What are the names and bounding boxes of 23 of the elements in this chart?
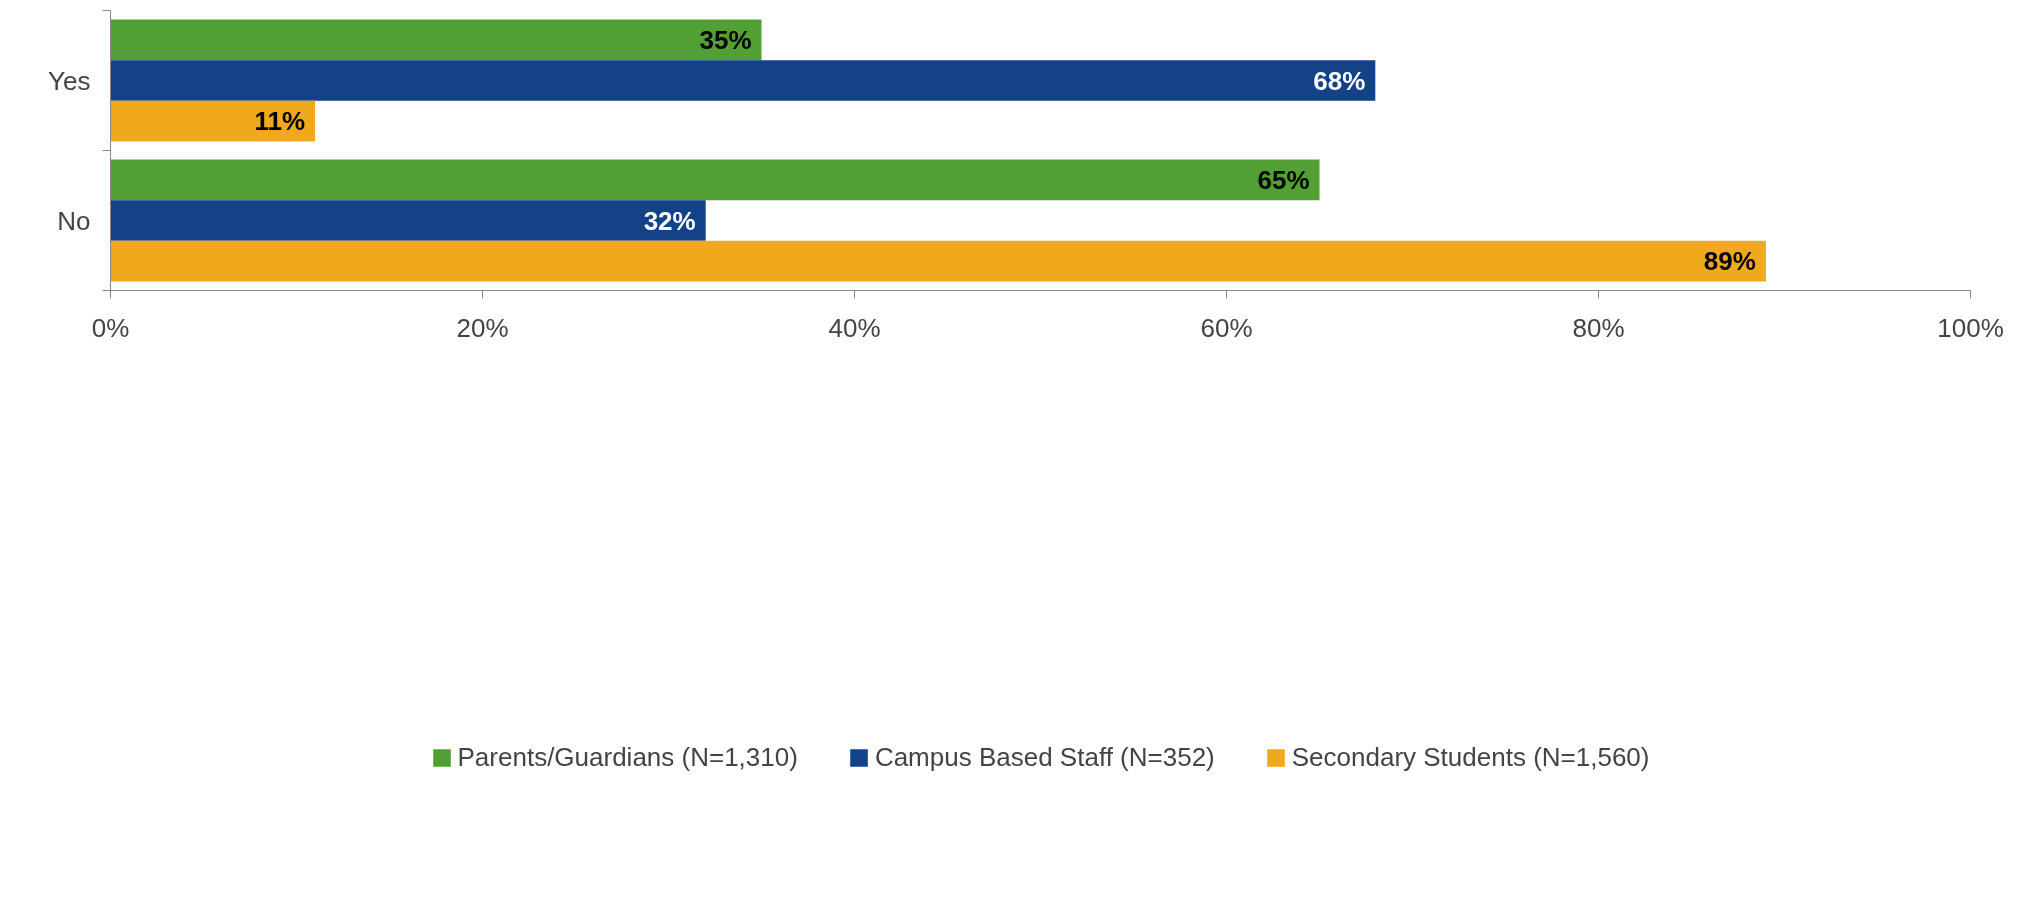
y-tick-label: No: [57, 205, 91, 236]
x-tick-label: 0%: [91, 312, 130, 343]
data-label: 89%: [1703, 246, 1756, 277]
y-tick-label: Yes: [48, 65, 91, 96]
legend-label: Secondary Students (N=1,560): [1291, 741, 1650, 773]
bar: [110, 200, 706, 241]
x-tick-label: 100%: [1937, 312, 2004, 343]
bar: [110, 100, 316, 142]
legend-label: Campus Based Staff (N=352): [874, 741, 1215, 773]
bar: [110, 19, 762, 61]
bar: [110, 159, 1320, 201]
data-label: 68%: [1313, 65, 1366, 96]
data-label: 65%: [1257, 164, 1310, 195]
data-label: 32%: [643, 205, 696, 236]
bar: [110, 240, 1766, 282]
x-tick-label: 80%: [1572, 312, 1625, 343]
legend-label: Parents/Guardians (N=1,310): [457, 741, 798, 773]
data-label: 11%: [254, 106, 306, 137]
bar: [110, 60, 1376, 101]
x-tick-label: 60%: [1200, 312, 1253, 343]
x-tick-label: 40%: [828, 312, 881, 343]
data-label: 35%: [699, 24, 752, 55]
x-tick-label: 20%: [456, 312, 509, 343]
